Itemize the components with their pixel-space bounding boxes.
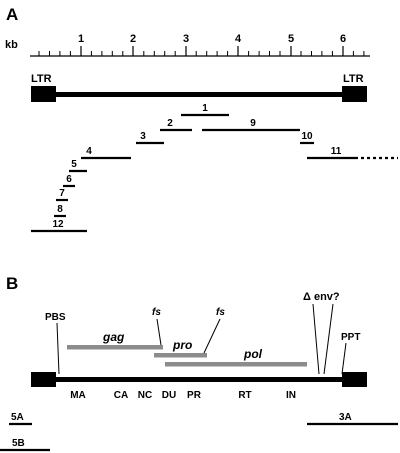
fs-pointer-pro-pol	[203, 318, 221, 354]
pro-label: pro	[172, 338, 192, 352]
gag-bar	[67, 345, 163, 350]
fs-label-gag-pro: fs	[152, 307, 161, 318]
env-pointer-right	[323, 303, 334, 375]
genome-body-line	[56, 377, 342, 382]
ppt-pointer	[341, 342, 347, 375]
clone-label-4: 4	[86, 146, 92, 157]
provirus-map-a: LTR LTR	[31, 73, 367, 102]
clone-label-7: 7	[59, 188, 65, 199]
tick-label-5: 5	[288, 33, 294, 45]
ltr-left-label: LTR	[31, 73, 52, 85]
env-label: Δ env?	[303, 291, 340, 303]
clone-label-12: 12	[52, 219, 64, 230]
probe-5b-label: 5B	[12, 438, 25, 449]
ppt-label: PPT	[341, 332, 360, 343]
gag-label: gag	[102, 330, 125, 344]
domain-label-nc: NC	[138, 390, 152, 401]
fs-label-pro-pol: fs	[216, 307, 225, 318]
scale-unit-label: kb	[5, 39, 18, 51]
ltr-left-box-b	[31, 372, 56, 387]
clone-label-9: 9	[250, 118, 256, 129]
clone-label-8: 8	[57, 204, 63, 215]
pol-bar	[165, 362, 307, 367]
fs-pointer-gag-pro	[156, 318, 162, 346]
pbs-label: PBS	[45, 312, 66, 323]
pbs-pointer	[56, 322, 60, 375]
domain-label-rt: RT	[238, 390, 251, 401]
ltr-right-box-b	[342, 372, 367, 387]
clone-label-11: 11	[331, 146, 342, 157]
tick-label-1: 1	[78, 33, 84, 45]
domain-label-ca: CA	[114, 390, 128, 401]
scale-minor-ticks	[38, 51, 365, 56]
ltr-right-box	[342, 86, 367, 102]
clone-label-2: 2	[167, 118, 173, 129]
clone-label-3: 3	[140, 131, 146, 142]
clone-map: 1 2 3 9 10 4 11 5 6 7 8 12	[31, 103, 398, 233]
panel-a-label: A	[6, 5, 18, 24]
ltr-left-box	[31, 86, 56, 102]
tick-label-4: 4	[235, 33, 242, 45]
env-pointer-left	[312, 303, 320, 375]
domain-label-pr: PR	[187, 390, 202, 401]
clone-label-5: 5	[71, 159, 77, 170]
clone-label-6: 6	[66, 174, 72, 185]
domain-label-ma: MA	[70, 390, 86, 401]
clone-label-1: 1	[202, 103, 208, 114]
clone-label-10: 10	[301, 131, 313, 142]
pol-label: pol	[243, 347, 263, 361]
panel-b-label: B	[6, 274, 18, 293]
probe-3a-label: 3A	[339, 412, 352, 423]
domain-label-in: IN	[286, 390, 296, 401]
provirus-body-line	[56, 92, 342, 97]
tick-label-3: 3	[183, 33, 189, 45]
genome-organization-b: gag pro pol fs fs PBS Δ env? PPT MA CA N…	[31, 291, 367, 401]
domain-label-du: DU	[162, 390, 176, 401]
kb-scale: kb 1 2 3 4 5 6	[5, 33, 370, 57]
tick-label-6: 6	[340, 33, 346, 45]
tick-label-2: 2	[130, 33, 136, 45]
probes: 5A 3A 5B	[0, 412, 398, 452]
probe-5a-label: 5A	[11, 412, 24, 423]
ltr-right-label: LTR	[343, 73, 364, 85]
pro-bar	[154, 353, 207, 358]
